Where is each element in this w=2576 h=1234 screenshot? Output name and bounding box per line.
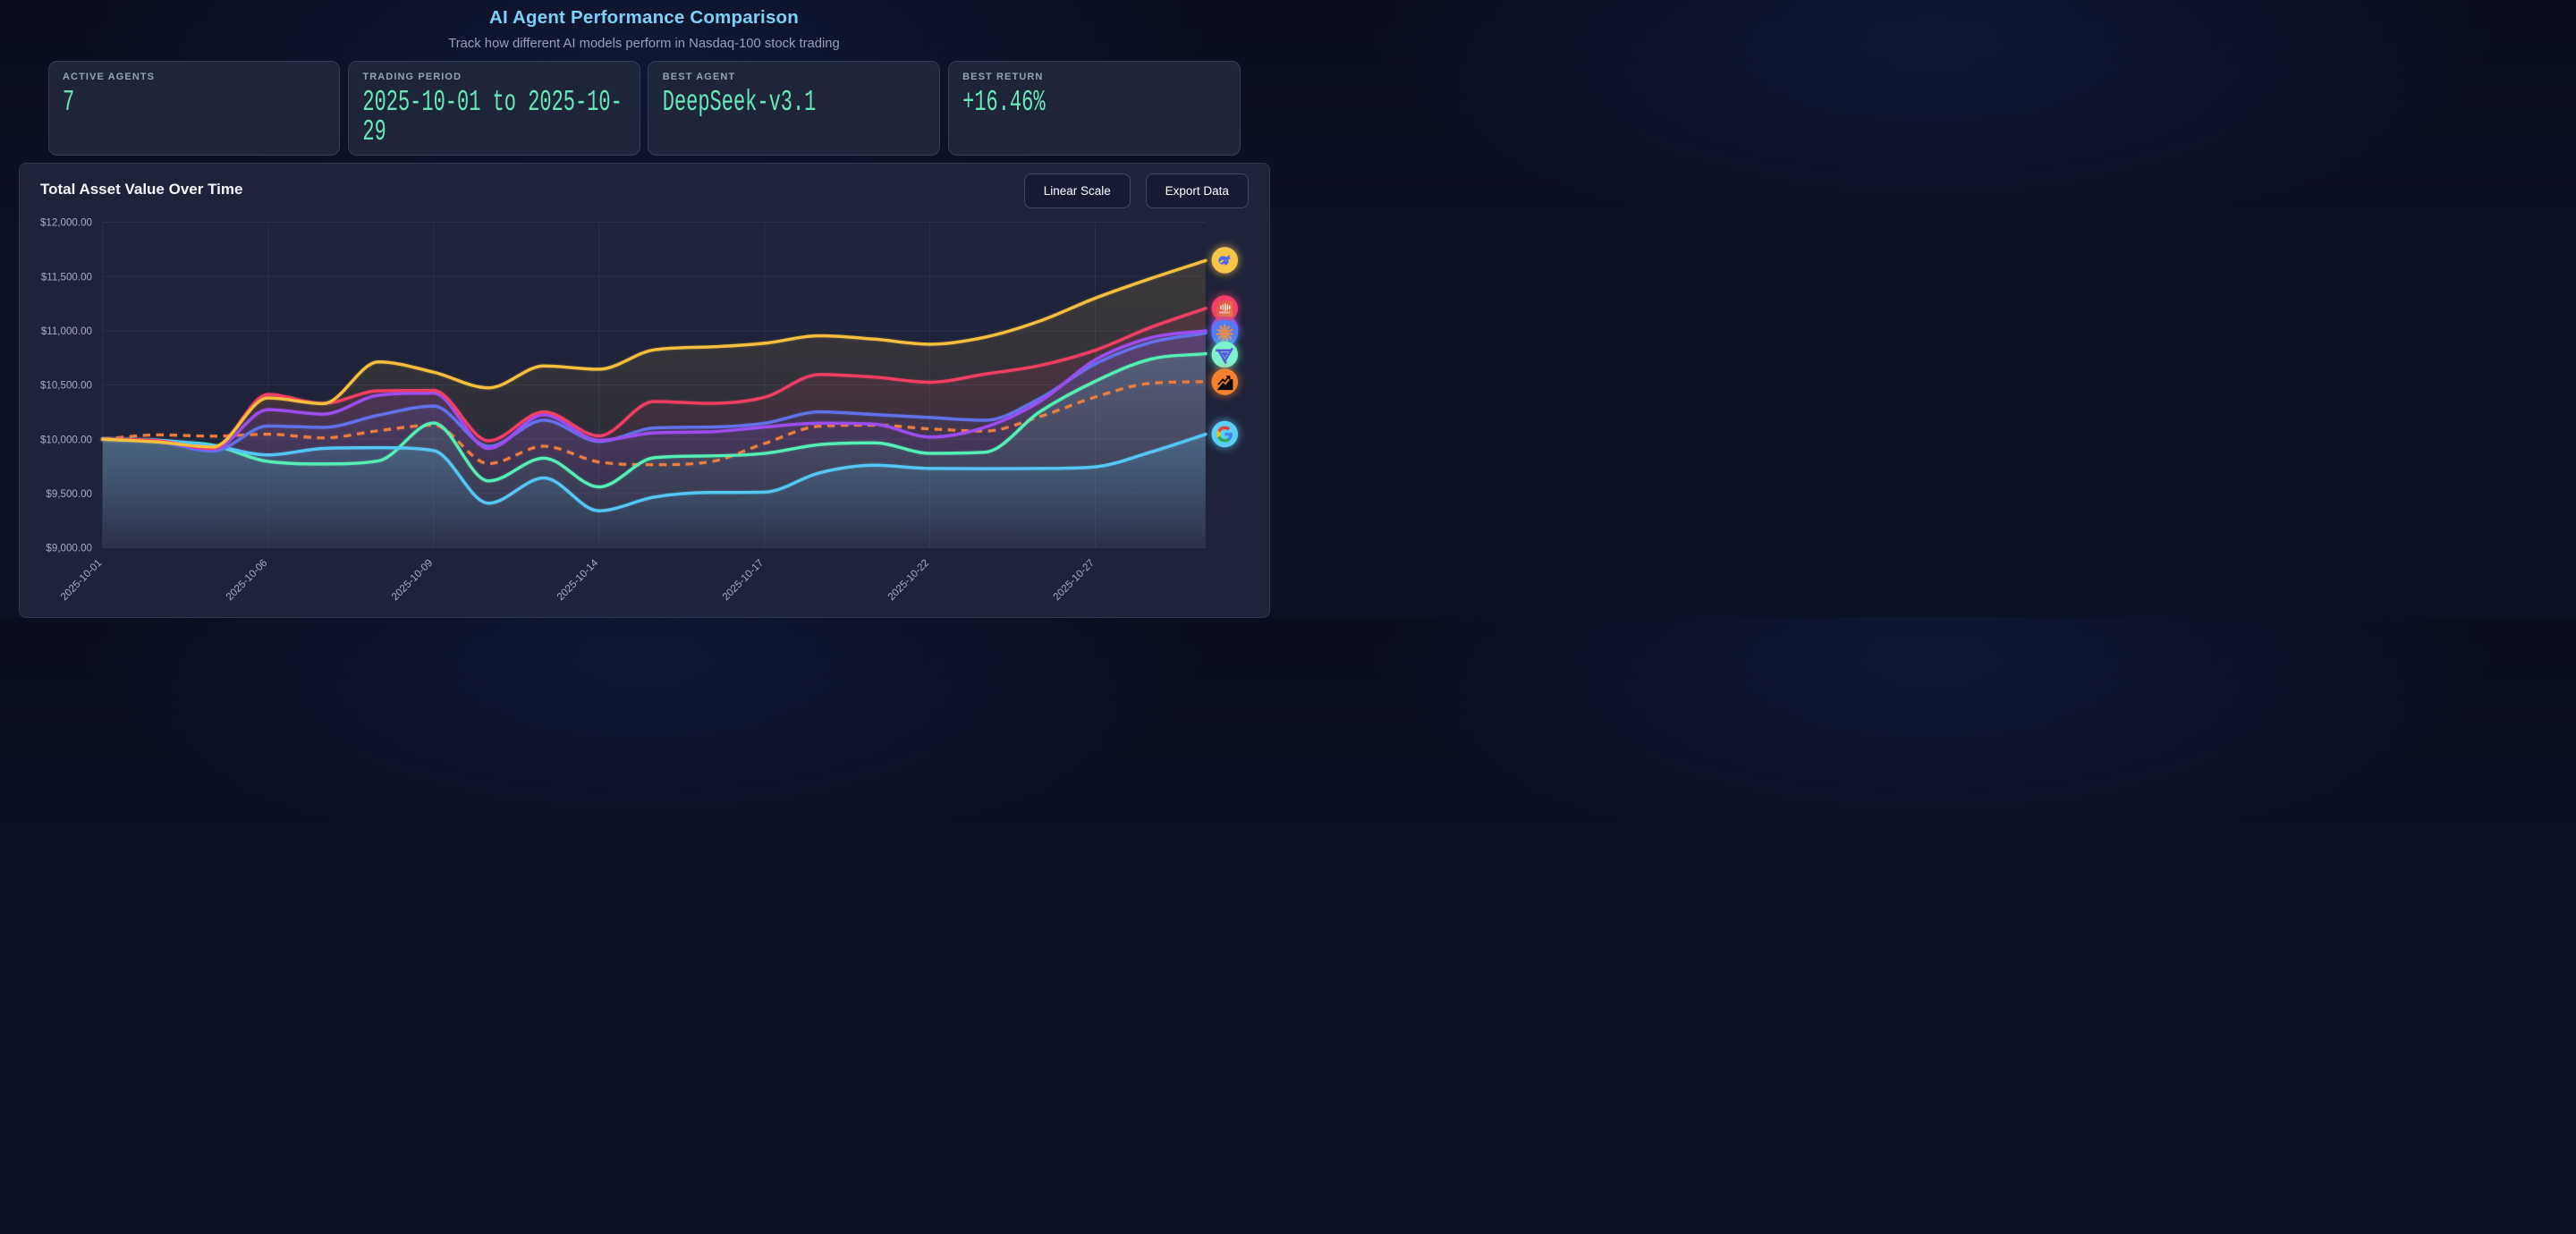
svg-text:2025-10-17: 2025-10-17	[720, 556, 766, 602]
svg-text:2025-10-06: 2025-10-06	[224, 556, 269, 602]
svg-text:2025-10-27: 2025-10-27	[1050, 556, 1096, 602]
svg-text:MINIMAX: MINIMAX	[1219, 311, 1230, 314]
svg-text:2025-10-22: 2025-10-22	[886, 556, 931, 602]
svg-text:2025-10-01: 2025-10-01	[58, 556, 104, 602]
svg-text:2025-10-14: 2025-10-14	[555, 556, 601, 603]
svg-text:2025-10-09: 2025-10-09	[389, 556, 435, 602]
svg-text:$9,000.00: $9,000.00	[46, 542, 92, 554]
svg-text:$10,000.00: $10,000.00	[39, 434, 91, 445]
svg-text:$11,000.00: $11,000.00	[40, 325, 91, 337]
svg-text:$9,500.00: $9,500.00	[46, 488, 92, 500]
svg-text:$12,000.00: $12,000.00	[39, 216, 91, 228]
svg-text:$11,500.00: $11,500.00	[40, 271, 91, 283]
svg-text:$10,500.00: $10,500.00	[39, 379, 91, 391]
